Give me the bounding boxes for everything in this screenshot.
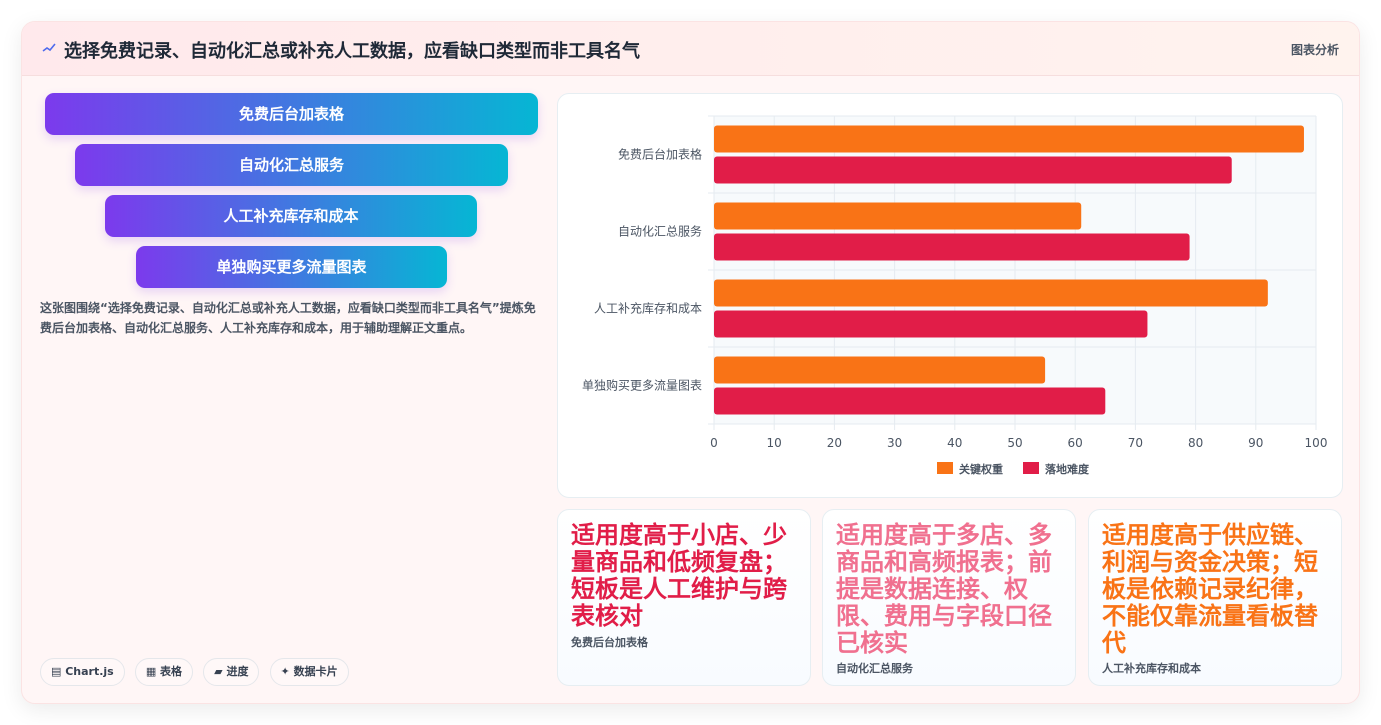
funnel-item: 自动化汇总服务 bbox=[75, 144, 508, 186]
x-tick-label: 70 bbox=[1128, 436, 1143, 450]
legend-label: 落地难度 bbox=[1045, 462, 1090, 476]
funnel-item: 单独购买更多流量图表 bbox=[136, 246, 447, 288]
bar bbox=[714, 233, 1190, 261]
page-title: 选择免费记录、自动化汇总或补充人工数据，应看缺口类型而非工具名气 bbox=[64, 41, 640, 62]
data-card-pill[interactable]: ✦ 数据卡片 bbox=[269, 658, 349, 686]
stat-label: 免费后台加表格 bbox=[571, 636, 648, 649]
x-tick-label: 90 bbox=[1248, 436, 1263, 450]
stat-card: 适用度高于多店、多商品和高频报表；前提是数据连接、权限、费用与字段口径已核实 自… bbox=[822, 509, 1076, 686]
x-tick-label: 20 bbox=[827, 436, 842, 450]
feature-pills: ▤ Chart.js ▦ 表格 ▰ 进度 ✦ 数据卡片 bbox=[40, 658, 354, 686]
x-tick-label: 50 bbox=[1007, 436, 1022, 450]
stat-text: 适用度高于多店、多商品和高频报表；前提是数据连接、权限、费用与字段口径已核实 bbox=[836, 521, 1052, 657]
x-tick-label: 40 bbox=[947, 436, 962, 450]
stat-card: 适用度高于小店、少量商品和低频复盘；短板是人工维护与跨表核对 免费后台加表格 bbox=[557, 509, 811, 686]
bar-chart: 0 10 20 30 40 50 60 70 80 90 100 免费后台加表格自动化汇总服务人工补充… bbox=[582, 115, 1328, 476]
y-tick-label: 免费后台加表格 bbox=[618, 147, 702, 162]
x-tick-label: 10 bbox=[767, 436, 782, 450]
stat-label: 人工补充库存和成本 bbox=[1102, 662, 1201, 675]
progress-pill[interactable]: ▰ 进度 bbox=[203, 658, 260, 686]
sparkline-icon bbox=[42, 43, 56, 52]
stat-label: 自动化汇总服务 bbox=[836, 662, 913, 675]
bar bbox=[714, 310, 1148, 338]
description: 这张图围绕“选择免费记录、自动化汇总或补充人工数据，应看缺口类型而非工具名气”提… bbox=[40, 301, 536, 335]
legend-swatch bbox=[937, 462, 953, 474]
legend-label: 关键权重 bbox=[959, 462, 1003, 476]
chart-analysis-tag: 图表分析 bbox=[1290, 43, 1339, 57]
bar bbox=[714, 202, 1082, 230]
chartjs-pill[interactable]: ▤ Chart.js bbox=[40, 658, 125, 686]
stat-text: 适用度高于小店、少量商品和低频复盘；短板是人工维护与跨表核对 bbox=[571, 521, 787, 630]
main-card: 选择免费记录、自动化汇总或补充人工数据，应看缺口类型而非工具名气 图表分析 免费… bbox=[21, 21, 1360, 704]
bar bbox=[714, 125, 1304, 153]
stat-text: 适用度高于供应链、利润与资金决策；短板是依赖记录纪律，不能仅靠流量看板替代 bbox=[1102, 521, 1318, 657]
bar bbox=[714, 279, 1268, 307]
x-tick-label: 30 bbox=[887, 436, 902, 450]
y-tick-label: 人工补充库存和成本 bbox=[594, 301, 702, 316]
x-tick-label: 80 bbox=[1188, 436, 1203, 450]
x-tick-label: 0 bbox=[710, 436, 718, 450]
x-tick-label: 100 bbox=[1305, 436, 1328, 450]
header: 选择免费记录、自动化汇总或补充人工数据，应看缺口类型而非工具名气 图表分析 bbox=[22, 22, 1359, 76]
y-tick-label: 自动化汇总服务 bbox=[618, 224, 702, 239]
y-tick-label: 单独购买更多流量图表 bbox=[582, 378, 702, 393]
table-pill[interactable]: ▦ 表格 bbox=[134, 658, 194, 686]
bar bbox=[714, 356, 1046, 384]
bar bbox=[714, 156, 1232, 184]
chart-panel: 0 10 20 30 40 50 60 70 80 90 100 免费后台加表格 自动化汇总服务人工补充… bbox=[557, 93, 1343, 498]
funnel-item: 免费后台加表格 bbox=[45, 93, 538, 135]
x-tick-label: 60 bbox=[1068, 436, 1083, 450]
funnel-item: 人工补充库存和成本 bbox=[105, 195, 477, 237]
legend-swatch bbox=[1023, 462, 1039, 474]
stat-card: 适用度高于供应链、利润与资金决策；短板是依赖记录纪律，不能仅靠流量看板替代 人工… bbox=[1088, 509, 1342, 686]
bar bbox=[714, 387, 1106, 415]
